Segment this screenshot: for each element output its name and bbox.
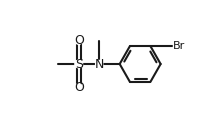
Text: N: N [95,57,104,71]
Circle shape [173,41,184,51]
Text: Br: Br [172,41,185,51]
Circle shape [75,84,82,90]
Text: S: S [75,57,83,71]
Text: O: O [74,34,84,47]
Circle shape [75,38,82,44]
Text: O: O [74,81,84,94]
Circle shape [96,60,103,68]
Circle shape [75,60,83,68]
